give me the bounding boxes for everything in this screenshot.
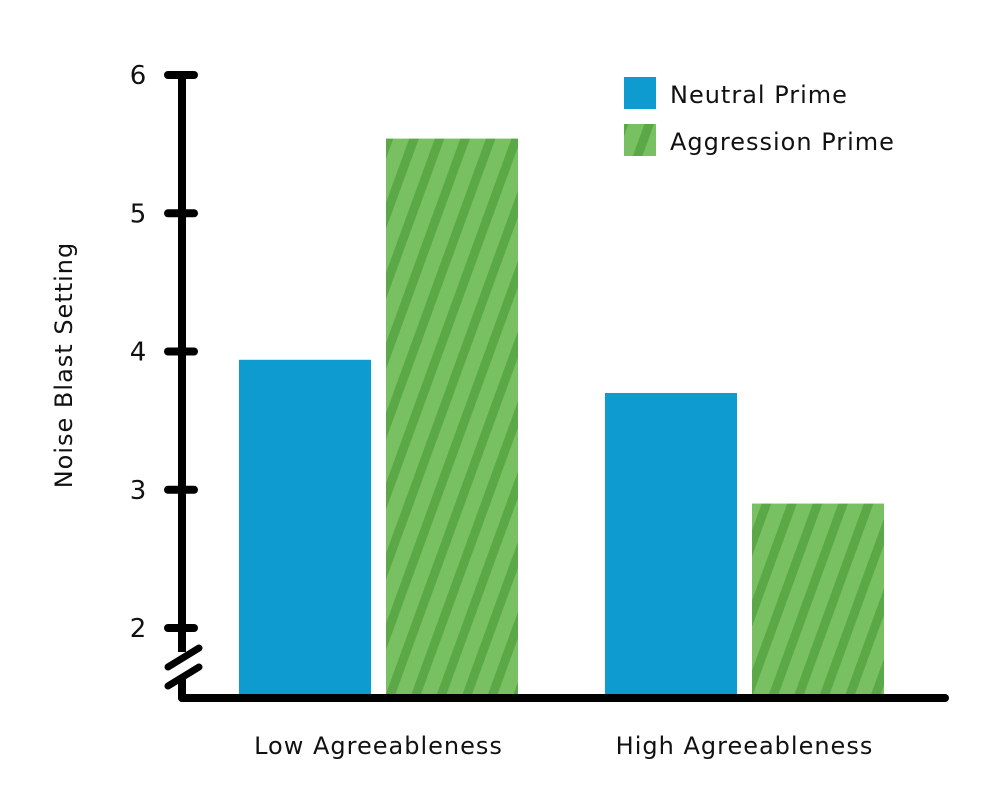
y-tick-label: 2 [130,614,147,644]
y-tick-label: 3 [130,476,147,506]
legend-swatch [624,124,656,156]
y-tick-label: 5 [130,199,147,229]
y-tick-label: 4 [130,338,147,368]
bar-neutral-prime-0 [239,359,371,698]
legend-label: Aggression Prime [670,128,895,156]
legend: Neutral Prime Aggression Prime [624,77,895,156]
axis-break-marker [164,644,203,690]
legend-label: Neutral Prime [670,81,848,109]
y-ticks-group: 2 3 4 5 6 [130,61,198,644]
x-category-label: Low Agreeableness [254,732,503,760]
y-axis-label: Noise Blast Setting [50,242,78,489]
bar-neutral-prime-1 [605,392,737,698]
x-category-labels: Low Agreeableness High Agreeableness [254,732,874,760]
axis-break-slash [164,663,203,690]
bar-aggression-prime-1 [752,503,884,698]
axis-break-slash [164,644,203,671]
bar-aggression-prime-0 [386,138,518,699]
legend-swatch [624,77,656,109]
bars-group [239,138,884,699]
y-tick-label: 6 [130,61,147,91]
x-category-label: High Agreeableness [616,732,874,760]
